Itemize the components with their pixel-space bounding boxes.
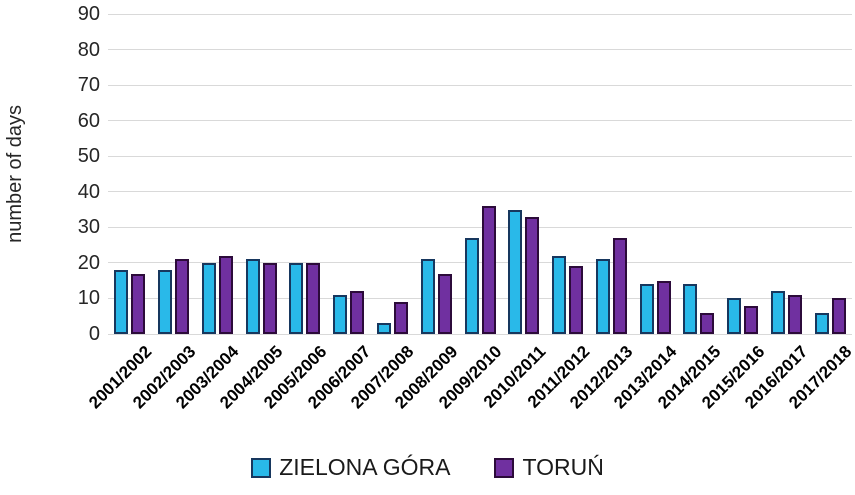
bar-group-2014/2015 (677, 14, 721, 334)
gridline-10 (108, 297, 852, 299)
gridline-30 (108, 226, 852, 228)
y-tick-label-40: 40 (77, 180, 100, 203)
bar-zielona-góra-2013/2014 (639, 284, 654, 334)
y-tick-label-20: 20 (77, 251, 100, 274)
bar-toruń-2007/2008 (393, 302, 408, 334)
y-tick-label-0: 0 (88, 323, 100, 345)
y-tick-label-50: 50 (77, 145, 100, 168)
y-axis-title-wrap: number of days (4, 14, 27, 334)
bar-toruń-2010/2011 (525, 216, 540, 334)
bar-zielona-góra-2012/2013 (595, 259, 610, 334)
bar-toruń-2005/2006 (306, 262, 321, 334)
bar-group-2009/2010 (458, 14, 502, 334)
bar-zielona-góra-2001/2002 (114, 270, 129, 334)
gridline-80 (108, 49, 852, 51)
legend-label-zielona-gora: ZIELONA GÓRA (279, 454, 451, 480)
bar-group-2013/2014 (633, 14, 677, 334)
bar-zielona-góra-2010/2011 (508, 209, 523, 334)
legend-label-torun: TORUŃ (522, 454, 604, 480)
bar-toruń-2015/2016 (744, 305, 759, 334)
gridline-90 (108, 13, 852, 15)
bar-group-2006/2007 (327, 14, 371, 334)
bar-zielona-góra-2007/2008 (376, 323, 391, 334)
bar-toruń-2006/2007 (350, 291, 365, 334)
bar-group-2010/2011 (502, 14, 546, 334)
bar-toruń-2011/2012 (569, 266, 584, 334)
bar-group-2003/2004 (196, 14, 240, 334)
bar-group-2016/2017 (764, 14, 808, 334)
y-tick-label-80: 80 (77, 38, 100, 61)
bar-toruń-2003/2004 (218, 255, 233, 334)
bar-zielona-góra-2008/2009 (420, 259, 435, 334)
y-tick-label-60: 60 (77, 109, 100, 132)
bar-zielona-góra-2004/2005 (245, 259, 260, 334)
legend: ZIELONA GÓRA TORUŃ (0, 456, 855, 479)
bar-group-2004/2005 (239, 14, 283, 334)
bar-zielona-góra-2016/2017 (770, 291, 785, 334)
y-tick-label-10: 10 (77, 287, 100, 310)
bar-zielona-góra-2006/2007 (333, 294, 348, 334)
bar-group-2017/2018 (808, 14, 852, 334)
legend-item-torun: TORUŃ (494, 454, 604, 480)
legend-swatch-torun (494, 457, 515, 478)
bar-toruń-2009/2010 (481, 206, 496, 334)
bar-toruń-2004/2005 (262, 262, 277, 334)
bar-toruń-2002/2003 (175, 259, 190, 334)
legend-swatch-zielona-gora (251, 457, 272, 478)
gridline-60 (108, 120, 852, 122)
y-tick-label-90: 90 (77, 3, 100, 25)
bar-zielona-góra-2005/2006 (289, 262, 304, 334)
bar-zielona-góra-2015/2016 (727, 298, 742, 334)
bar-zielona-góra-2003/2004 (201, 262, 216, 334)
legend-item-zielona-gora: ZIELONA GÓRA (251, 456, 450, 479)
bar-zielona-góra-2017/2018 (814, 312, 829, 334)
bar-group-2011/2012 (546, 14, 590, 334)
bar-group-2012/2013 (589, 14, 633, 334)
gridline-50 (108, 155, 852, 157)
gridline-40 (108, 191, 852, 193)
plot-area (108, 13, 852, 335)
gridline-70 (108, 84, 852, 86)
bar-group-2002/2003 (152, 14, 196, 334)
gridline-0 (108, 333, 852, 335)
bar-toruń-2014/2015 (700, 312, 715, 334)
bar-toruń-2008/2009 (437, 273, 452, 334)
bar-toruń-2017/2018 (831, 298, 846, 334)
bar-group-2008/2009 (414, 14, 458, 334)
bar-zielona-góra-2014/2015 (683, 284, 698, 334)
y-tick-label-70: 70 (77, 74, 100, 97)
bar-series (108, 14, 852, 334)
bar-zielona-góra-2009/2010 (464, 238, 479, 334)
bar-toruń-2016/2017 (787, 294, 802, 334)
bar-toruń-2013/2014 (656, 280, 671, 334)
bar-group-2005/2006 (283, 14, 327, 334)
bar-group-2001/2002 (108, 14, 152, 334)
y-tick-label-30: 30 (77, 216, 100, 239)
bar-zielona-góra-2011/2012 (552, 255, 567, 334)
y-axis-title: number of days (4, 105, 26, 243)
gridline-20 (108, 262, 852, 264)
bar-zielona-góra-2002/2003 (158, 270, 173, 334)
bar-toruń-2012/2013 (612, 238, 627, 334)
bar-group-2007/2008 (371, 14, 415, 334)
bar-toruń-2001/2002 (131, 273, 146, 334)
bar-group-2015/2016 (721, 14, 765, 334)
